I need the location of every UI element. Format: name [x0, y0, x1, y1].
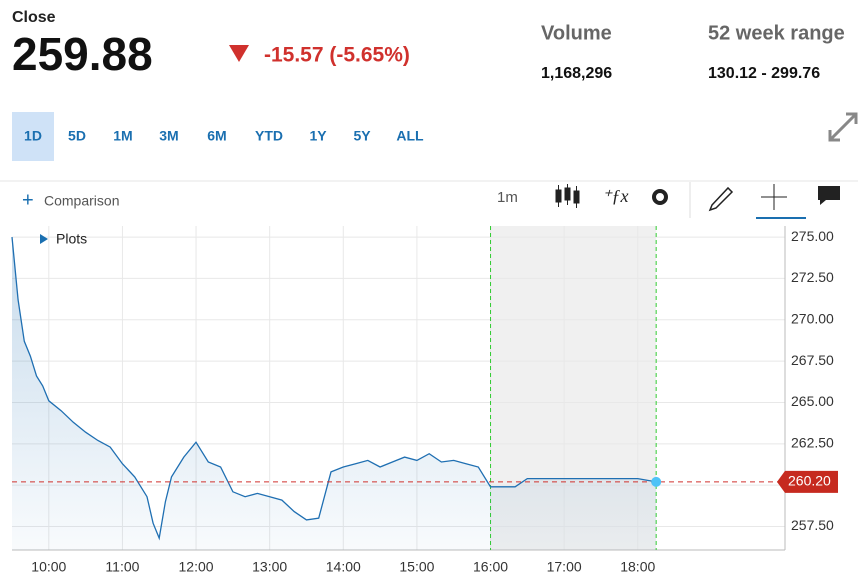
x-tick-label: 13:00 [252, 559, 287, 575]
range-button[interactable]: 5D [68, 128, 86, 144]
candle-icon[interactable] [555, 184, 580, 208]
plot: 10:00 11:00 12:00 13:00 14:00 15:00 16:00 17:00… [11, 226, 838, 575]
range-bar: 1D 5D 1M 3M 6M YTD 1Y 5Y ALL [24, 128, 424, 144]
last-price-box [777, 470, 838, 493]
range: 130.12 - 299.76 [708, 65, 820, 82]
range-label: 52 week range [708, 22, 845, 44]
plots-arrow[interactable] [40, 234, 48, 244]
last-price-label: 260.20 [788, 473, 831, 489]
y-tick-label: 265.00 [791, 393, 834, 409]
draw-icon[interactable] [708, 186, 734, 212]
x-tick-label: 14:00 [326, 559, 361, 575]
range-button[interactable]: 6M [207, 128, 226, 144]
volume-label: Volume [541, 22, 612, 44]
range-button[interactable]: 5Y [353, 128, 371, 144]
comment-icon[interactable] [818, 186, 840, 205]
expand-icon[interactable] [828, 112, 858, 142]
comparison[interactable]: Comparison [44, 193, 119, 209]
interval[interactable]: 1m [497, 189, 518, 206]
x-tick-label: 10:00 [31, 559, 66, 575]
x-tick-label: 17:00 [547, 559, 582, 575]
range-button[interactable]: 1Y [309, 128, 327, 144]
y-tick-label: 275.00 [791, 228, 834, 244]
y-tick-label: 267.50 [791, 352, 834, 368]
y-tick-label: 272.50 [791, 269, 834, 285]
y-tick-label: 270.00 [791, 310, 834, 326]
x-tick-label: 15:00 [399, 559, 434, 575]
price: 259.88 [12, 28, 153, 80]
close-label: Close [12, 9, 56, 26]
x-tick-label: 11:00 [105, 559, 139, 575]
last-point [651, 476, 662, 487]
change: -15.57 (-5.65%) [264, 44, 410, 67]
crosshair-icon[interactable] [761, 184, 787, 210]
y-tick-label: 257.50 [791, 517, 834, 533]
y-tick-label: 262.50 [791, 435, 834, 451]
range-button[interactable]: 3M [159, 128, 178, 144]
down-arrow [229, 45, 249, 62]
volume: 1,168,296 [541, 65, 612, 82]
settings-icon[interactable] [652, 189, 668, 205]
area [12, 237, 657, 550]
range-button[interactable]: 1D [24, 128, 42, 144]
range-button[interactable]: 1M [113, 128, 132, 144]
range-button[interactable]: ALL [396, 128, 424, 144]
plus-icon[interactable]: + [22, 189, 34, 211]
active-range [12, 112, 54, 161]
x-tick-label: 18:00 [620, 559, 655, 575]
range-button[interactable]: YTD [255, 128, 283, 144]
x-tick-label: 16:00 [473, 559, 508, 575]
fx-icon[interactable]: ⁺ƒx [602, 186, 629, 206]
x-tick-label: 12:00 [179, 559, 214, 575]
price-line [11, 237, 657, 541]
plots[interactable]: Plots [56, 231, 87, 247]
